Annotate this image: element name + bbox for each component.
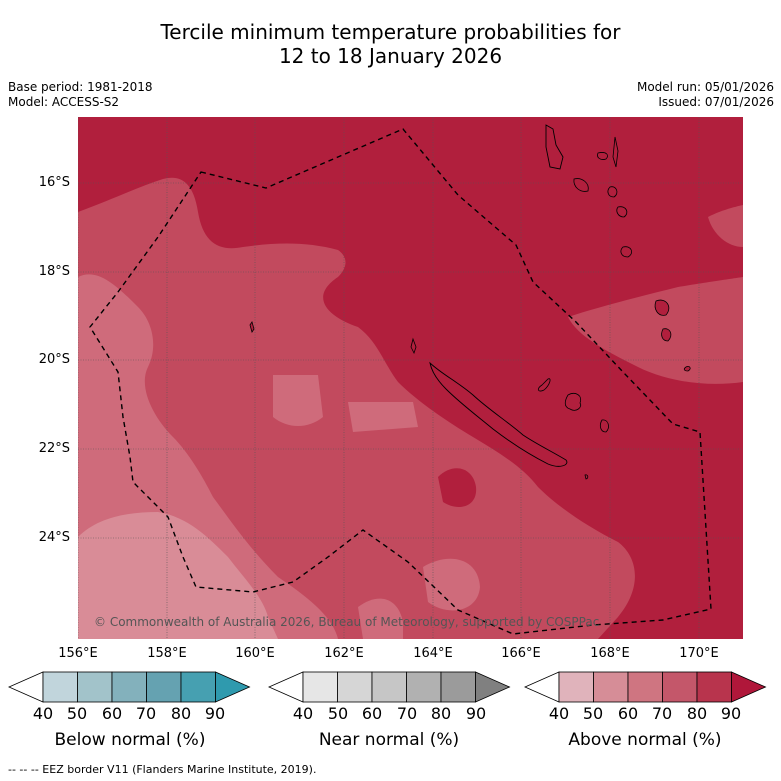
- colorbar-near: [268, 671, 511, 703]
- base-period: Base period: 1981-2018: [8, 80, 153, 94]
- near-normal-label: Near normal (%): [318, 730, 460, 750]
- lat-label-16s: 16°S: [38, 175, 70, 190]
- above-colorbar-segment: [593, 671, 629, 703]
- probability-patch-60-sw: [358, 598, 403, 639]
- above-normal-label: Above normal (%): [568, 730, 722, 750]
- tanna-island: [661, 328, 672, 342]
- below-tick-90: 90: [204, 704, 226, 723]
- map-title: Tercile minimum temperature probabilitie…: [0, 20, 781, 68]
- lon-label-170e: 170°E: [679, 646, 719, 661]
- near-tick-80: 80: [430, 704, 452, 723]
- above-tick-40: 40: [548, 704, 570, 723]
- above-colorbar-segment: [696, 671, 732, 703]
- below-colorbar-segment: [111, 671, 147, 703]
- above-colorbar-segment: [662, 671, 698, 703]
- near-colorbar-high-extend: [475, 671, 511, 703]
- ile-des-pins: [584, 474, 589, 480]
- near-colorbar-segment: [406, 671, 442, 703]
- meta-right: Model run: 05/01/2026 Issued: 07/01/2026: [637, 80, 774, 110]
- probability-field-50: [78, 512, 278, 639]
- below-tick-60: 60: [101, 704, 123, 723]
- maewo-island: [597, 152, 608, 160]
- above-tick-50: 50: [582, 704, 604, 723]
- below-colorbar-segment: [42, 671, 78, 703]
- aneityum-island: [683, 366, 691, 372]
- pentecost-island: [612, 136, 619, 168]
- below-colorbar-segment: [180, 671, 216, 703]
- meta-left: Base period: 1981-2018 Model: ACCESS-S2: [8, 80, 153, 110]
- model-run: Model run: 05/01/2026: [636, 80, 774, 94]
- ambrym-island: [607, 186, 618, 198]
- above-tick-60: 60: [617, 704, 639, 723]
- probability-patch-60-centre: [273, 375, 323, 426]
- lon-label-156e: 156°E: [58, 646, 98, 661]
- near-colorbar-segment: [302, 671, 338, 703]
- colorbar-below: [8, 671, 251, 703]
- mare-island: [599, 419, 609, 433]
- below-tick-40: 40: [32, 704, 54, 723]
- model-name: Model: ACCESS-S2: [8, 95, 120, 109]
- map-panel: © Commonwealth of Australia 2026, Bureau…: [77, 117, 743, 639]
- below-normal-label: Below normal (%): [54, 730, 206, 750]
- lon-label-158e: 158°E: [147, 646, 187, 661]
- above-tick-80: 80: [686, 704, 708, 723]
- near-colorbar-segment: [371, 671, 407, 703]
- below-colorbar-segment: [77, 671, 113, 703]
- above-colorbar-high-extend: [731, 671, 767, 703]
- title-line-2: 12 to 18 January 2026: [278, 44, 503, 68]
- issued-date: Issued: 07/01/2026: [658, 95, 774, 109]
- above-colorbar-segment: [558, 671, 594, 703]
- title-line-1: Tercile minimum temperature probabilitie…: [160, 20, 621, 44]
- above-tick-70: 70: [651, 704, 673, 723]
- colorbars: [8, 671, 767, 703]
- near-tick-50: 50: [327, 704, 349, 723]
- near-colorbar-low-extend: [268, 671, 304, 703]
- near-tick-90: 90: [465, 704, 487, 723]
- chesterfield-reef: [249, 321, 255, 333]
- above-tick-90: 90: [720, 704, 742, 723]
- lat-label-24s: 24°S: [38, 530, 70, 545]
- below-tick-50: 50: [66, 704, 88, 723]
- map-svg: © Commonwealth of Australia 2026, Bureau…: [77, 117, 743, 639]
- eez-footer-note: -- -- -- EEZ border V11 (Flanders Marine…: [8, 763, 317, 776]
- map-copyright: © Commonwealth of Australia 2026, Bureau…: [94, 615, 599, 629]
- below-tick-70: 70: [135, 704, 157, 723]
- graticule: [77, 117, 743, 639]
- probability-field-70-ne: [708, 205, 743, 247]
- probability-patch-80: [438, 468, 477, 507]
- near-tick-40: 40: [292, 704, 314, 723]
- colorbar-above: [524, 671, 767, 703]
- belep-island: [410, 337, 417, 355]
- lon-label-166e: 166°E: [501, 646, 541, 661]
- lifou-island: [564, 393, 582, 411]
- erromango-island: [654, 299, 670, 316]
- near-colorbar-segment: [440, 671, 476, 703]
- below-colorbar-low-extend: [8, 671, 44, 703]
- near-colorbar-segment: [337, 671, 373, 703]
- lat-label-20s: 20°S: [38, 352, 70, 367]
- near-tick-60: 60: [361, 704, 383, 723]
- lat-label-18s: 18°S: [38, 264, 70, 279]
- malekula-island: [573, 178, 589, 192]
- probability-patch-60-south: [423, 558, 480, 611]
- lon-label-160e: 160°E: [235, 646, 275, 661]
- lon-label-168e: 168°E: [590, 646, 630, 661]
- near-tick-70: 70: [396, 704, 418, 723]
- lon-label-162e: 162°E: [324, 646, 364, 661]
- espiritu-santo-island: [545, 124, 564, 170]
- epi-island: [616, 206, 628, 218]
- lon-label-164e: 164°E: [413, 646, 453, 661]
- above-colorbar-low-extend: [524, 671, 560, 703]
- new-caledonia-island: [429, 361, 568, 467]
- probability-patch-60-mid: [348, 402, 418, 432]
- ouvea-island: [538, 378, 551, 392]
- below-colorbar-segment: [146, 671, 182, 703]
- above-colorbar-segment: [627, 671, 663, 703]
- below-colorbar-high-extend: [215, 671, 251, 703]
- efate-island: [620, 246, 632, 258]
- lat-label-22s: 22°S: [38, 441, 70, 456]
- below-tick-80: 80: [170, 704, 192, 723]
- eez-border: [89, 128, 712, 635]
